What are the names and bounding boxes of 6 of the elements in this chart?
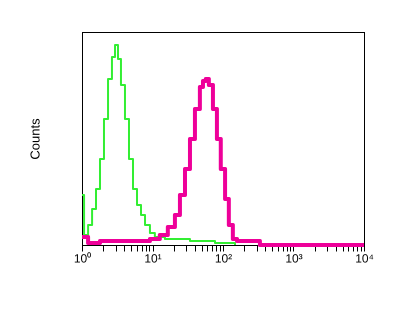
x-tick-label: 10⁰ xyxy=(74,252,92,266)
x-tick-label: 10² xyxy=(214,252,232,266)
y-axis-title: Counts xyxy=(28,118,42,160)
x-tick-label: 10³ xyxy=(285,252,303,266)
x-tick-label: 10¹ xyxy=(144,252,162,266)
x-tick-label: 10⁴ xyxy=(355,252,374,266)
